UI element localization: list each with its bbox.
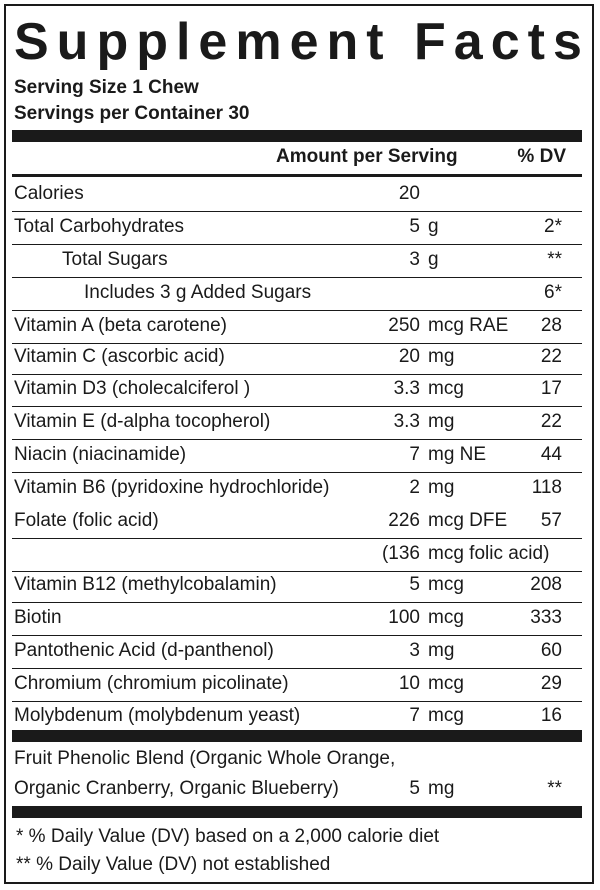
nutrient-name: Niacin (niacinamide) — [14, 444, 187, 465]
blend-line-1: Fruit Phenolic Blend (Organic Whole Oran… — [14, 748, 396, 769]
nutrient-unit: mcg — [428, 705, 464, 726]
nutrient-name: Vitamin B12 (methylcobalamin) — [14, 574, 277, 595]
row-divider — [12, 211, 582, 212]
thick-divider-middle — [12, 730, 582, 742]
thick-divider-top — [12, 130, 582, 142]
nutrient-name: Total Carbohydrates — [14, 216, 185, 237]
row-divider — [12, 571, 582, 572]
nutrient-dv: 2* — [544, 216, 562, 237]
row-divider — [12, 635, 582, 636]
nutrient-amount: 250 — [388, 315, 420, 336]
nutrient-name: Total Sugars — [62, 249, 168, 270]
nutrient-unit: mg NE — [428, 444, 487, 465]
daily-value-header: % DV — [517, 146, 566, 167]
nutrient-unit: mcg — [428, 574, 464, 595]
nutrient-name: Calories — [14, 183, 84, 204]
row-divider — [12, 472, 582, 473]
nutrient-unit: mg — [428, 411, 455, 432]
nutrient-amount: 20 — [398, 346, 420, 367]
row-divider — [12, 374, 582, 375]
nutrient-dv: 57 — [540, 510, 562, 531]
nutrient-unit: mcg RAE — [428, 315, 509, 336]
nutrient-amount: (136 — [381, 543, 420, 564]
nutrient-unit: mg — [428, 346, 455, 367]
nutrient-amount: 5 — [409, 216, 420, 237]
nutrient-name: Biotin — [14, 607, 62, 628]
row-divider — [12, 439, 582, 440]
nutrient-name: Molybdenum (molybdenum yeast) — [14, 705, 301, 726]
nutrient-name: Chromium (chromium picolinate) — [14, 673, 289, 694]
nutrient-dv: 118 — [531, 477, 562, 498]
nutrient-amount: 100 — [388, 607, 420, 628]
nutrient-unit: mg — [428, 477, 455, 498]
panel-title: Supplement Facts — [14, 13, 590, 71]
nutrient-amount: 3 — [409, 249, 420, 270]
nutrient-amount: 5 — [409, 574, 420, 595]
nutrient-dv: 333 — [530, 607, 562, 628]
blend-amount: 5 — [409, 778, 420, 799]
nutrient-name: Vitamin D3 (cholecalciferol ) — [14, 378, 251, 399]
nutrient-name: Vitamin C (ascorbic acid) — [14, 346, 225, 367]
nutrient-dv: 16 — [540, 705, 562, 726]
nutrient-dv: 44 — [540, 444, 562, 465]
nutrient-dv: 17 — [540, 378, 562, 399]
nutrient-dv: ** — [547, 249, 562, 270]
nutrient-name: Vitamin E (d-alpha tocopherol) — [14, 411, 271, 432]
nutrient-amount: 3.3 — [393, 378, 420, 399]
nutrient-name: Folate (folic acid) — [14, 510, 159, 531]
nutrient-amount: 10 — [398, 673, 420, 694]
header-divider — [12, 174, 582, 177]
nutrient-unit: mcg — [428, 607, 464, 628]
blend-line-2: Organic Cranberry, Organic Blueberry) — [14, 778, 339, 799]
row-divider — [12, 244, 582, 245]
nutrient-dv: 22 — [540, 411, 562, 432]
row-divider — [12, 310, 582, 311]
supplement-facts-panel: Supplement Facts Serving Size 1 Chew Ser… — [4, 4, 594, 884]
nutrient-amount: 2 — [409, 477, 420, 498]
thick-divider-bottom — [12, 806, 582, 818]
nutrient-unit: mcg — [428, 673, 464, 694]
nutrient-dv: 6* — [544, 282, 562, 303]
nutrient-unit: mcg — [428, 378, 464, 399]
nutrient-dv: 28 — [540, 315, 562, 336]
nutrient-amount: 7 — [409, 444, 420, 465]
row-divider — [12, 701, 582, 702]
blend-dv: ** — [547, 778, 562, 799]
nutrient-amount: 7 — [409, 705, 420, 726]
row-divider — [12, 406, 582, 407]
nutrient-name: Vitamin A (beta carotene) — [14, 315, 227, 336]
nutrient-name: Includes 3 g Added Sugars — [84, 282, 312, 303]
amount-per-serving-header: Amount per Serving — [276, 146, 458, 167]
footnote-dv-based: * % Daily Value (DV) based on a 2,000 ca… — [16, 826, 440, 847]
row-divider — [12, 668, 582, 669]
nutrient-amount: 3 — [409, 640, 420, 661]
nutrient-amount: 3.3 — [393, 411, 420, 432]
nutrient-dv: 22 — [540, 346, 562, 367]
nutrient-unit: mg — [428, 640, 455, 661]
row-divider — [12, 602, 582, 603]
nutrient-amount: 226 — [388, 510, 420, 531]
nutrient-dv: 208 — [530, 574, 562, 595]
nutrient-unit: mcg folic acid) — [428, 543, 550, 564]
nutrient-amount: 20 — [398, 183, 420, 204]
nutrient-unit: mcg DFE — [428, 510, 508, 531]
row-divider — [12, 538, 582, 539]
row-divider — [12, 343, 582, 344]
servings-per-container: Servings per Container 30 — [14, 103, 250, 124]
serving-size: Serving Size 1 Chew — [14, 77, 199, 98]
blend-unit: mg — [428, 778, 455, 799]
row-divider — [12, 277, 582, 278]
nutrient-unit: g — [428, 249, 439, 270]
nutrient-name: Vitamin B6 (pyridoxine hydrochloride) — [14, 477, 330, 498]
nutrient-dv: 29 — [540, 673, 562, 694]
nutrient-unit: g — [428, 216, 439, 237]
footnote-dv-not-established: ** % Daily Value (DV) not established — [16, 854, 331, 875]
nutrient-name: Pantothenic Acid (d-panthenol) — [14, 640, 274, 661]
nutrient-dv: 60 — [540, 640, 562, 661]
